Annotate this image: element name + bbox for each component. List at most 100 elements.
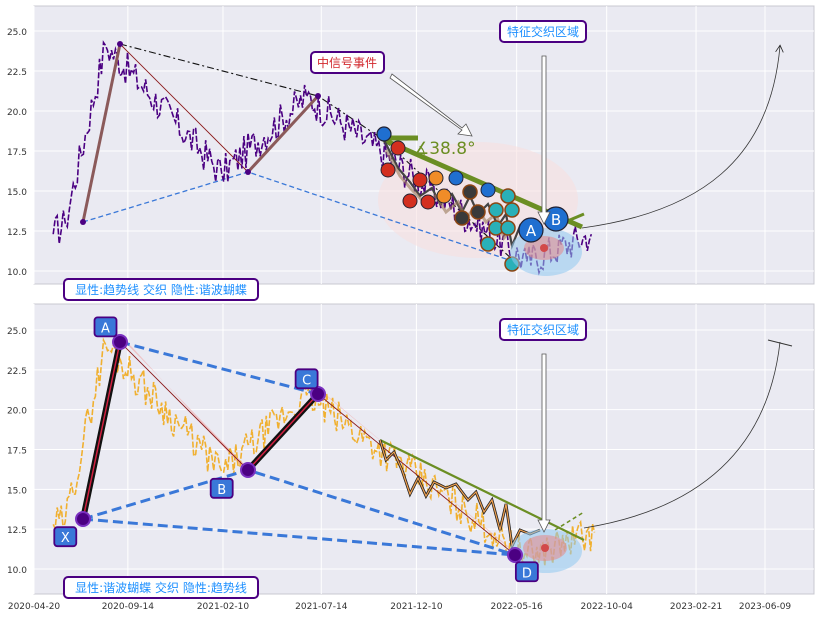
signal-marker-orange xyxy=(436,188,452,204)
x-tick-label: 2021-02-10 xyxy=(197,602,250,612)
pivot-disc-d xyxy=(507,547,523,563)
pivot-disc-b xyxy=(240,462,256,478)
pivot-label-c: C xyxy=(302,373,311,388)
pivot-label-box xyxy=(53,526,78,548)
signal-marker-teal xyxy=(500,188,516,204)
x-tick-label: 2020-09-14 xyxy=(102,602,155,612)
y-tick-label: 22.5 xyxy=(7,367,27,377)
y-tick-label: 20.0 xyxy=(7,108,27,118)
signal-markers xyxy=(376,126,520,272)
harmonic-bc-core xyxy=(247,393,319,471)
zone-arrow-top xyxy=(537,55,551,225)
signal-marker-red xyxy=(402,193,418,209)
pivot-disc-x xyxy=(75,511,91,527)
zone-arrow-bottom xyxy=(537,353,551,533)
d-zone-core xyxy=(540,244,548,252)
badge-a-text: A xyxy=(526,222,537,240)
y-tick-label: 25.0 xyxy=(7,28,27,38)
x-tick-label: 2022-05-16 xyxy=(490,602,543,612)
x-tick-label: 2021-07-14 xyxy=(295,602,348,612)
pivot-label-box xyxy=(294,368,319,390)
legend-box-bottom xyxy=(63,576,259,599)
pivot-label-box xyxy=(514,561,539,583)
trendline-green-bottom xyxy=(379,439,585,541)
signal-marker-dark xyxy=(462,184,478,200)
pivot-label-box xyxy=(209,477,234,499)
x-tick-label: 2023-06-09 xyxy=(739,602,792,612)
bottom-panel: 10.012.515.017.520.022.525.0 2020-04-20 2… xyxy=(7,303,815,612)
bottom-price-line xyxy=(52,337,596,566)
top-price-line xyxy=(52,40,593,276)
signal-marker-blue xyxy=(480,182,496,198)
legend-label-top: 显性:趋势线 交织 隐性:谐波蝴蝶 xyxy=(75,282,247,297)
signal-marker-teal xyxy=(504,202,520,218)
harmonic-bc-leg xyxy=(246,94,320,174)
harmonic-dashdot-line xyxy=(119,43,516,263)
top-y-axis: 10.0 12.5 15.0 17.5 20.0 22.5 25.0 xyxy=(7,28,27,278)
y-tick-label: 17.5 xyxy=(7,148,27,158)
signal-marker-blue xyxy=(448,170,464,186)
event-arrow xyxy=(389,73,473,137)
projection-curve-bottom xyxy=(583,341,781,529)
pivot-b-dot xyxy=(245,169,251,175)
zone-label-top: 特征交织区域 xyxy=(507,24,579,39)
y-tick-label: 22.5 xyxy=(7,68,27,78)
signal-marker-teal xyxy=(480,236,496,252)
pivot-c-dot xyxy=(315,93,321,99)
signal-marker-teal xyxy=(488,202,504,218)
top-panel: 10.0 12.5 15.0 17.5 20.0 22.5 25.0 xyxy=(7,5,815,301)
pivot-x-dot xyxy=(80,219,86,225)
signal-marker-dark xyxy=(470,204,486,220)
signal-marker-red xyxy=(420,194,436,210)
y-tick-label: 10.0 xyxy=(7,566,27,576)
x-axis: 2020-04-20 2020-09-14 2021-02-10 2021-07-14… xyxy=(8,602,792,612)
legend-label-bottom: 显性:谐波蝴蝶 交织 隐性:趋势线 xyxy=(75,580,247,595)
zone-label-box-bottom xyxy=(499,318,587,341)
y-tick-label: 17.5 xyxy=(7,447,27,457)
y-tick-label: 15.0 xyxy=(7,188,27,198)
signal-marker-orange xyxy=(428,170,444,186)
projection-cap-bottom xyxy=(767,339,793,347)
pivot-labels: X A B C D xyxy=(53,316,539,583)
angle-label: ∡38.8° xyxy=(414,139,476,159)
badge-b-text: B xyxy=(551,211,561,229)
harmonic-xa-core xyxy=(82,341,121,520)
y-tick-label: 12.5 xyxy=(7,228,27,238)
ab-thin-line-bottom xyxy=(119,341,249,471)
pivot-label-d: D xyxy=(522,566,532,581)
pivot-label-x: X xyxy=(61,531,70,546)
ab-thin-line xyxy=(119,43,249,173)
signal-marker-dark xyxy=(454,210,470,226)
event-label: 中信号事件 xyxy=(317,55,377,70)
signal-marker-blue xyxy=(376,126,392,142)
signal-marker-teal xyxy=(500,220,516,236)
x-tick-label: 2022-10-04 xyxy=(581,602,634,612)
signal-marker-red xyxy=(380,162,396,178)
pivot-a-dot xyxy=(117,41,123,47)
projection-curve-top xyxy=(581,46,780,229)
y-tick-label: 15.0 xyxy=(7,486,27,496)
d-zone-core-bottom xyxy=(541,544,549,552)
pivot-label-a: A xyxy=(101,321,110,336)
signal-zigzag-bottom-fill xyxy=(379,439,541,548)
harmonic-xd-dashed xyxy=(82,517,516,557)
trendline-green-bottom-ext xyxy=(554,511,585,531)
badge-a-circle xyxy=(518,217,544,243)
signal-marker-red xyxy=(412,172,428,188)
zone-label-box-top xyxy=(499,20,587,43)
cd-thin-line-bottom xyxy=(317,393,516,556)
y-tick-label: 10.0 xyxy=(7,268,27,278)
bottom-y-axis: 10.0 12.5 15.0 17.5 20.0 22.5 25.0 xyxy=(7,327,27,576)
pivot-disc-a xyxy=(112,334,128,350)
zone-label-bottom: 特征交织区域 xyxy=(507,322,579,337)
pivot-label-box xyxy=(93,316,118,338)
x-tick-label: 2021-12-10 xyxy=(390,602,443,612)
harmonic-ac-dashed xyxy=(119,340,319,396)
harmonic-xa-leg xyxy=(81,43,122,223)
event-label-box xyxy=(310,51,385,74)
y-tick-label: 25.0 xyxy=(7,327,27,337)
pivot-label-b: B xyxy=(217,483,226,498)
y-tick-label: 12.5 xyxy=(7,526,27,536)
legend-box-top xyxy=(63,278,259,301)
